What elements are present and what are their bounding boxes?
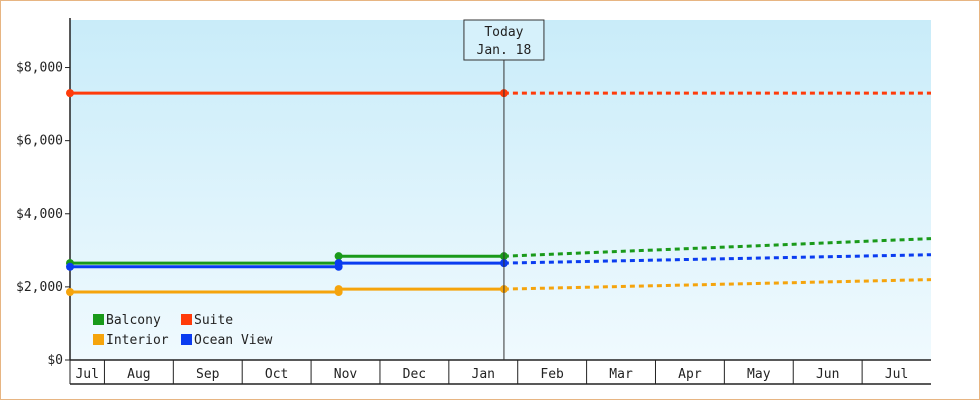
data-point-interior	[334, 285, 343, 294]
y-tick-label: $2,000	[16, 280, 63, 295]
legend-swatch-balcony	[93, 314, 104, 325]
x-tick-label: Jul	[885, 367, 908, 382]
data-point-ocean-view	[66, 262, 74, 271]
today-box	[463, 19, 545, 61]
x-tick-label: Jun	[816, 367, 839, 382]
x-tick-label: Jan	[472, 367, 495, 382]
data-point-interior	[66, 288, 74, 296]
x-axis: Jul Aug Sep Oct Nov Dec Jan Feb Mar Apr May Jun Jul	[69, 359, 931, 385]
y-tick-label: $4,000	[16, 207, 63, 222]
x-tick-label: Aug	[127, 367, 150, 382]
legend-swatch-ocean-view	[181, 334, 192, 345]
x-tick-label: Dec	[403, 367, 426, 382]
today-label: Today	[484, 25, 523, 40]
y-tick-label: $0	[47, 353, 63, 368]
x-tick-label: Sep	[196, 367, 220, 382]
series-layer	[66, 89, 932, 296]
plot-area	[70, 20, 931, 360]
legend-label-interior: Interior	[106, 333, 169, 348]
x-tick-label: May	[747, 367, 771, 382]
x-tick-label: Oct	[265, 367, 288, 382]
legend: Balcony Suite Interior Ocean View	[93, 313, 272, 348]
x-tick-label: Nov	[334, 367, 358, 382]
data-point-balcony	[334, 252, 343, 261]
y-tick-label: $8,000	[16, 61, 63, 76]
today-date: Jan. 18	[477, 43, 532, 58]
legend-swatch-suite	[181, 314, 192, 325]
x-tick-label: Apr	[678, 367, 702, 382]
legend-label-ocean-view: Ocean View	[194, 333, 272, 348]
today-marker: Today Jan. 18	[463, 19, 545, 360]
y-tick-label: $6,000	[16, 134, 63, 149]
x-tick-label: Feb	[540, 367, 564, 382]
x-tick-label: Mar	[609, 367, 633, 382]
x-tick-label: Jul	[75, 367, 98, 382]
data-point-suite	[66, 89, 74, 98]
data-point-ocean-view	[334, 259, 343, 268]
legend-label-suite: Suite	[194, 313, 233, 328]
series-projection-ocean-view	[503, 253, 932, 265]
legend-swatch-interior	[93, 334, 104, 345]
legend-label-balcony: Balcony	[106, 313, 161, 328]
y-axis: $0 $2,000 $4,000 $6,000 $8,000	[16, 18, 71, 368]
